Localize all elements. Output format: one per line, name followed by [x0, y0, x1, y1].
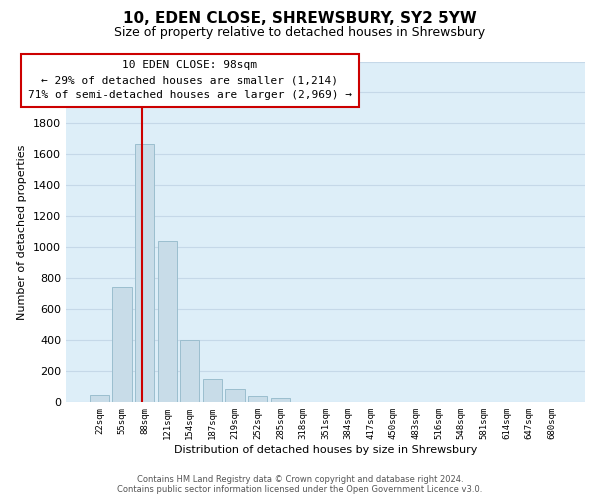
Bar [180, 340, 199, 402]
Bar [271, 398, 290, 402]
Text: Contains HM Land Registry data © Crown copyright and database right 2024.
Contai: Contains HM Land Registry data © Crown c… [118, 474, 482, 494]
Bar [248, 396, 268, 402]
Bar [112, 287, 131, 403]
Bar [90, 394, 109, 402]
Text: 10 EDEN CLOSE: 98sqm
← 29% of detached houses are smaller (1,214)
71% of semi-de: 10 EDEN CLOSE: 98sqm ← 29% of detached h… [28, 60, 352, 100]
Text: 10, EDEN CLOSE, SHREWSBURY, SY2 5YW: 10, EDEN CLOSE, SHREWSBURY, SY2 5YW [123, 11, 477, 26]
Text: Size of property relative to detached houses in Shrewsbury: Size of property relative to detached ho… [115, 26, 485, 39]
Bar [135, 144, 154, 402]
Y-axis label: Number of detached properties: Number of detached properties [17, 144, 28, 320]
Bar [158, 241, 177, 402]
Bar [226, 389, 245, 402]
X-axis label: Distribution of detached houses by size in Shrewsbury: Distribution of detached houses by size … [174, 445, 477, 455]
Bar [203, 379, 222, 402]
